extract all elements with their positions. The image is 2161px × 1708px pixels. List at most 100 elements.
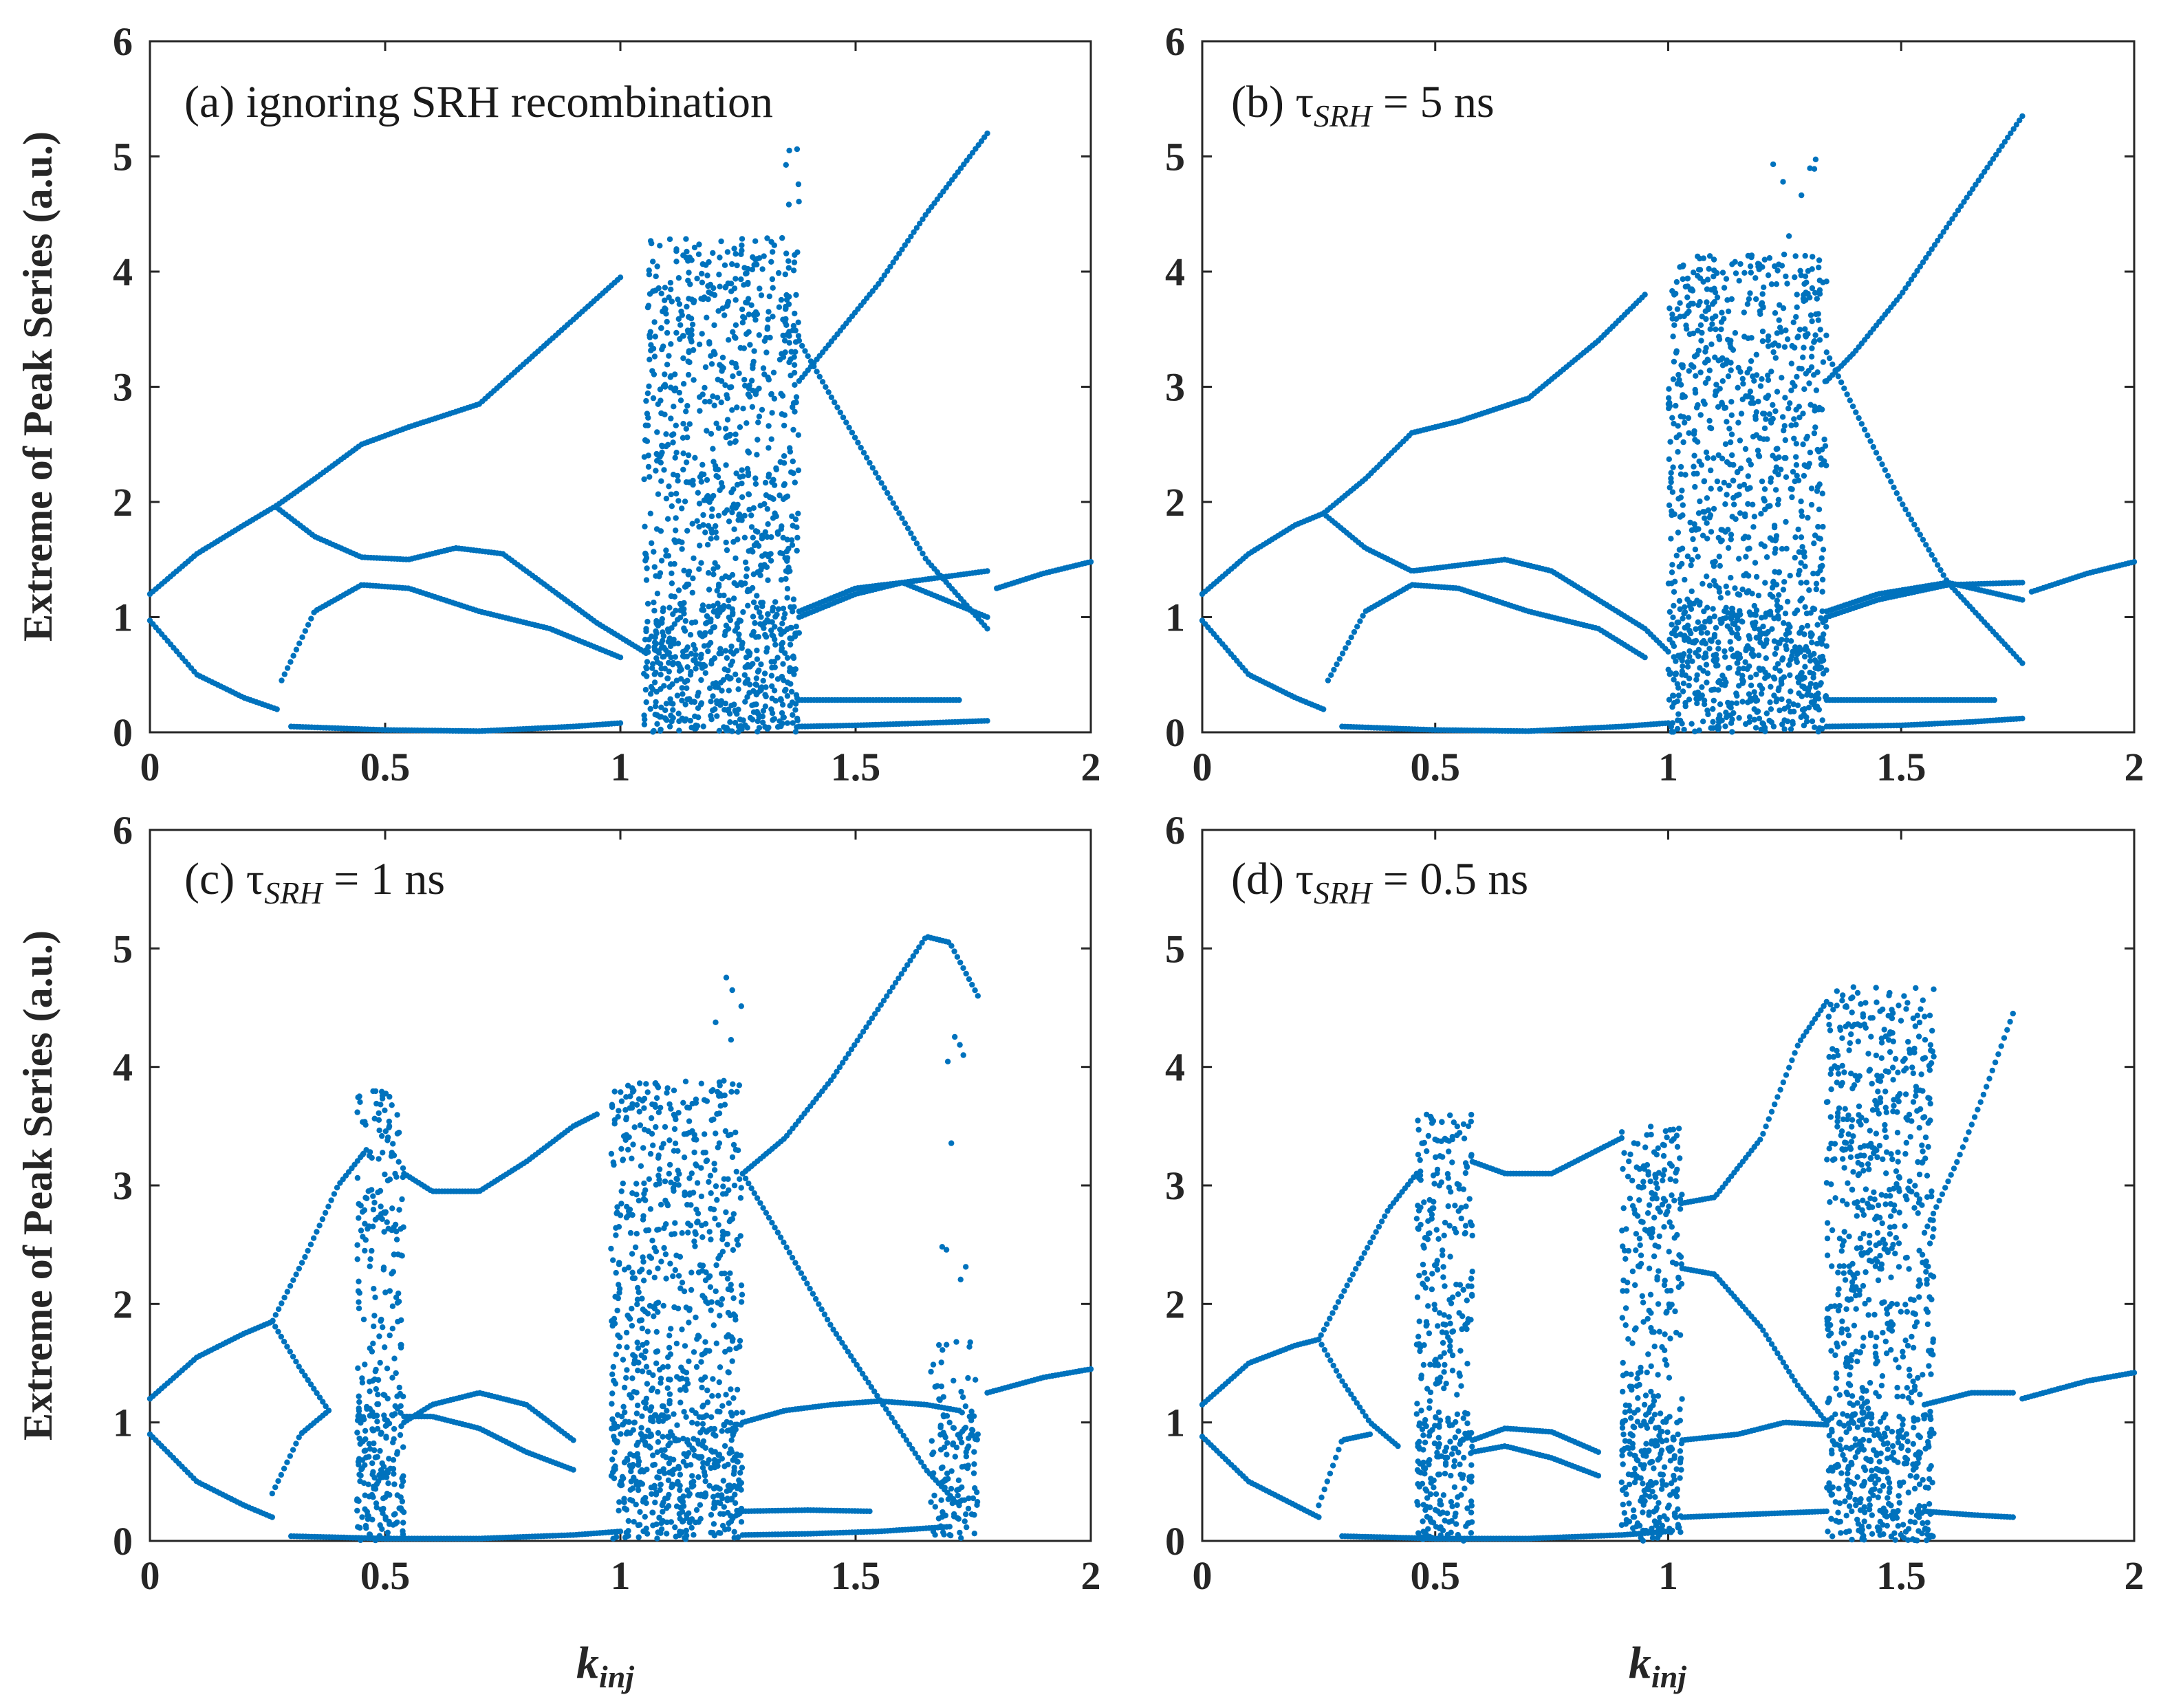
- panel-b-chaos-point: [1676, 563, 1682, 570]
- panel-b-chaos-point: [1737, 591, 1743, 598]
- panel-b-chaos-point: [1774, 267, 1781, 274]
- panel-b-chaos-point: [1716, 589, 1723, 595]
- panel-c-point-upper: [279, 1300, 285, 1306]
- panel-b-chaos-point: [1729, 729, 1735, 735]
- panel-b-chaos-point: [1696, 695, 1702, 701]
- panel-a-chaos-point: [684, 434, 691, 441]
- panel-a-chaos-point: [756, 725, 763, 731]
- panel-b-chaos-point: [1795, 526, 1801, 533]
- panel-a-chaos-point: [658, 640, 664, 646]
- panel-a-chaos-point: [736, 370, 742, 377]
- panel-a-chaos-point: [746, 652, 752, 659]
- panel-b-chaos-point: [1733, 700, 1740, 706]
- panel-a-point-post-2: [814, 369, 820, 375]
- panel-a-chaos-point: [782, 611, 788, 617]
- panel-a-chaos-point: [755, 419, 761, 426]
- panel-b-chaos-point: [1801, 631, 1807, 637]
- panel-b-chaos-point: [1704, 299, 1710, 305]
- panel-a-chaos-point: [666, 659, 672, 666]
- panel-b-chaos-point: [1792, 344, 1798, 351]
- panel-b-point-post-2: [1908, 516, 1915, 523]
- panel-a-chaos-point: [647, 474, 653, 480]
- panel-b-chaos-point: [1671, 322, 1677, 328]
- panel-a-chaos-point: [792, 666, 799, 672]
- panel-a-chaos-point: [685, 371, 692, 378]
- panel-a-chaos-point: [653, 688, 660, 695]
- panel-b-chaos-point: [1704, 630, 1711, 636]
- panel-b-chaos-point: [1746, 393, 1752, 399]
- panel-b-chaos-point: [1736, 714, 1742, 721]
- panel-b-chaos-point: [1699, 684, 1705, 690]
- panel-b-chaos-point: [1732, 621, 1738, 628]
- panel-a-chaos-point: [746, 450, 752, 456]
- panel-b-ytick-label: 4: [1165, 250, 1185, 294]
- panel-a-chaos-point: [711, 402, 717, 408]
- panel-a-chaos-point: [700, 723, 706, 730]
- panel-a-chaos-point: [710, 603, 717, 609]
- panel-b-ytick-label: 6: [1165, 19, 1185, 64]
- panel-a-chaos-point: [785, 265, 792, 271]
- panel-b-chaos-point: [1810, 372, 1817, 378]
- panel-a-point-mid-lower: [308, 615, 314, 622]
- panel-a-chaos-point: [768, 391, 774, 397]
- panel-b-chaos-point: [1709, 315, 1715, 322]
- panel-a-chaos-point: [704, 493, 711, 499]
- panel-a-chaos-point: [708, 657, 715, 664]
- panel-a-chaos-point: [671, 560, 677, 567]
- panel-c-point-upper: [287, 1283, 294, 1289]
- panel-b-chaos-point: [1723, 615, 1729, 621]
- panel-a-chaos-point: [719, 354, 726, 361]
- panel-b-chaos-point: [1783, 273, 1789, 280]
- panel-a-chaos-point: [646, 267, 652, 274]
- panel-a-chaos-point: [680, 381, 687, 387]
- panel-b-chaos-point: [1693, 626, 1699, 633]
- panel-a-chaos-point: [795, 333, 802, 339]
- panel-a-chaos-point: [651, 679, 658, 686]
- panel-a-chaos-point: [760, 677, 766, 684]
- panel-a-chaos-point: [710, 393, 716, 399]
- panel-a-chaos-point: [784, 693, 791, 699]
- panel-a-chaos-point: [668, 593, 675, 600]
- panel-a-chaos-point: [757, 685, 764, 692]
- panel-a-chaos-point: [724, 507, 730, 513]
- panel-a-chaos-point: [757, 503, 763, 509]
- panel-a-chaos-point: [789, 699, 796, 705]
- panel-b-chaos-point: [1818, 637, 1824, 644]
- panel-a-chaos-point: [695, 251, 702, 257]
- panel-a-chaos-point: [688, 699, 695, 705]
- panel-a-chaos-point: [783, 296, 790, 303]
- panel-a-chaos-point: [737, 474, 743, 480]
- panel-a-chaos-point: [728, 702, 735, 709]
- panel-b-chaos-point: [1704, 679, 1710, 686]
- panel-a-chaos-point: [651, 727, 657, 734]
- panel-a-chaos-point: [696, 341, 703, 347]
- panel-a-chaos-point: [644, 410, 651, 417]
- panel-b-chaos-point: [1801, 344, 1807, 351]
- panel-a-chaos-point: [702, 384, 708, 391]
- panel-c-point-win1-mid1: [570, 1437, 576, 1443]
- panel-a-chaos-point: [764, 326, 770, 332]
- panel-b-chaos-point: [1673, 402, 1679, 409]
- panel-a-chaos-point: [765, 471, 772, 478]
- panel-b-chaos-point: [1817, 536, 1823, 542]
- panel-b-chaos-point: [1721, 316, 1727, 322]
- panel-b-chaos-point: [1761, 496, 1767, 502]
- panel-a-point-mid-lower: [296, 640, 303, 646]
- panel-b-chaos-point: [1730, 710, 1737, 716]
- panel-b-chaos-point: [1719, 309, 1725, 316]
- panel-a-chaos-point: [783, 322, 790, 328]
- panel-b-chaos-point: [1739, 375, 1746, 382]
- panel-a-chaos-point: [682, 499, 688, 505]
- panel-b-chaos-point: [1724, 419, 1730, 425]
- panel-b-chaos-point: [1676, 598, 1683, 604]
- panel-b-chaos-point: [1691, 463, 1697, 470]
- panel-a-chaos-point: [709, 506, 715, 512]
- panel-a-chaos-point: [785, 565, 792, 571]
- panel-b-chaos-point: [1728, 532, 1735, 538]
- panel-b-point-upper: [1642, 292, 1648, 298]
- panel-b-chaos-point: [1779, 721, 1785, 727]
- panel-b-chaos-point: [1746, 534, 1752, 540]
- panel-b-chaos-point: [1722, 648, 1728, 655]
- panel-a-chaos-point: [717, 254, 723, 261]
- panel-a-chaos-point: [647, 705, 653, 712]
